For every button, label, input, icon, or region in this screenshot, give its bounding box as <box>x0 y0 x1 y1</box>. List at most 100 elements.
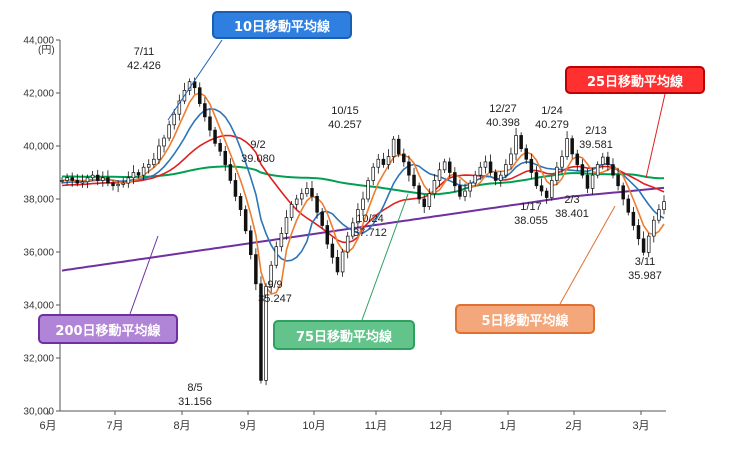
candle-body <box>65 177 69 181</box>
candle-body <box>315 196 319 213</box>
candle-body <box>85 177 90 183</box>
moving-average-lines <box>61 92 665 296</box>
callout-5day-ma: 5日移動平均線 <box>455 304 595 334</box>
candle-body <box>192 81 197 89</box>
candle-body <box>427 193 432 207</box>
candle-body <box>249 230 253 256</box>
candle-body <box>300 193 304 200</box>
candle-body <box>60 180 64 182</box>
candle-body <box>407 161 411 176</box>
candle-body <box>539 185 544 192</box>
ma5-line <box>61 92 665 296</box>
candle-body <box>325 225 330 245</box>
candle-body <box>442 161 447 171</box>
annotation-value: 39.581 <box>579 139 613 151</box>
leader-ma200 <box>129 235 159 315</box>
annotation-date: 2/3 <box>564 194 579 206</box>
annotation-date: 1/17 <box>520 201 541 213</box>
candle-body <box>305 188 309 195</box>
y-unit-label: (円) <box>38 45 55 56</box>
callout-5day-ma-label: 5日移動平均線 <box>481 313 569 329</box>
candle-body <box>463 190 467 197</box>
annotation-date: 10/15 <box>331 105 359 117</box>
candle-body <box>555 166 559 181</box>
annotation-date: 8/5 <box>187 382 202 394</box>
candle-body <box>636 225 641 240</box>
candle-body <box>294 198 299 205</box>
annotation-value: 38.055 <box>514 215 548 227</box>
candle-body <box>652 219 656 237</box>
callout-75day-ma-label: 75日移動平均線 <box>295 329 393 345</box>
annotation-date: 1/24 <box>541 105 562 117</box>
candle-body <box>498 174 503 181</box>
candle-body <box>396 138 401 155</box>
candlesticks <box>60 77 666 386</box>
candle-body <box>90 174 95 179</box>
annotation-value: 37.712 <box>353 227 387 239</box>
candle-body <box>345 235 350 253</box>
leader-ma75 <box>361 193 409 321</box>
candle-body <box>116 184 120 187</box>
candle-body <box>75 180 80 184</box>
candle-body <box>381 158 386 165</box>
candle-body <box>376 158 381 168</box>
candle-body <box>534 172 539 187</box>
annotation-value: 35.987 <box>628 270 662 282</box>
callout-10day-ma-label: 10日移動平均線 <box>233 19 331 35</box>
candle-body <box>544 190 549 198</box>
x-tick-label: 10月 <box>302 420 325 432</box>
candle-body <box>177 100 182 115</box>
candle-body <box>141 166 146 176</box>
annotation-value: 31.156 <box>178 396 212 408</box>
candle-body <box>391 138 396 157</box>
candle-body <box>320 211 324 226</box>
candle-body <box>524 148 529 160</box>
ma200-line <box>61 186 665 272</box>
callout-leader-lines <box>129 39 666 321</box>
x-tick-label: 12月 <box>429 420 452 432</box>
candle-body <box>284 217 289 234</box>
candle-body <box>228 164 233 181</box>
annotation-value: 40.398 <box>486 117 520 129</box>
candle-body <box>616 174 620 187</box>
x-tick-label: 3月 <box>632 420 649 432</box>
candle-body <box>570 138 574 155</box>
candle-body <box>488 161 493 173</box>
candle-body <box>289 203 294 218</box>
candle-body <box>468 182 472 192</box>
candle-body <box>657 209 661 221</box>
candle-body <box>595 164 600 176</box>
candle-body <box>167 124 171 139</box>
candle-body <box>437 169 442 181</box>
candle-body <box>106 177 110 184</box>
candle-body <box>264 286 268 381</box>
leader-ma5 <box>559 205 616 305</box>
annotation-value: 35.247 <box>258 293 292 305</box>
annotation-date: 2/13 <box>585 125 606 137</box>
candle-body <box>238 196 243 210</box>
y-tick-label: 38,000 <box>23 195 54 206</box>
candle-body <box>529 158 534 173</box>
candle-body <box>478 166 483 176</box>
annotation-value: 39.080 <box>241 153 275 165</box>
x-tick-label: 1月 <box>499 420 516 432</box>
candle-body <box>131 172 136 179</box>
leader-ma25 <box>645 93 666 179</box>
candle-body <box>504 164 508 176</box>
candle-body <box>152 158 156 165</box>
candle-body <box>254 254 258 285</box>
candle-body <box>213 129 217 144</box>
candle-body <box>279 233 284 248</box>
candle-body <box>422 198 426 207</box>
candle-body <box>340 251 345 273</box>
candle-body <box>626 198 631 213</box>
candle-body <box>197 87 202 104</box>
candle-body <box>80 181 85 184</box>
candle-body <box>580 164 585 176</box>
candle-body <box>136 172 141 176</box>
y-tick-label: 34,000 <box>23 301 54 312</box>
callout-25day-ma-label: 25日移動平均線 <box>586 74 684 90</box>
candle-body <box>157 145 161 160</box>
callout-25day-ma: 25日移動平均線 <box>565 66 705 94</box>
